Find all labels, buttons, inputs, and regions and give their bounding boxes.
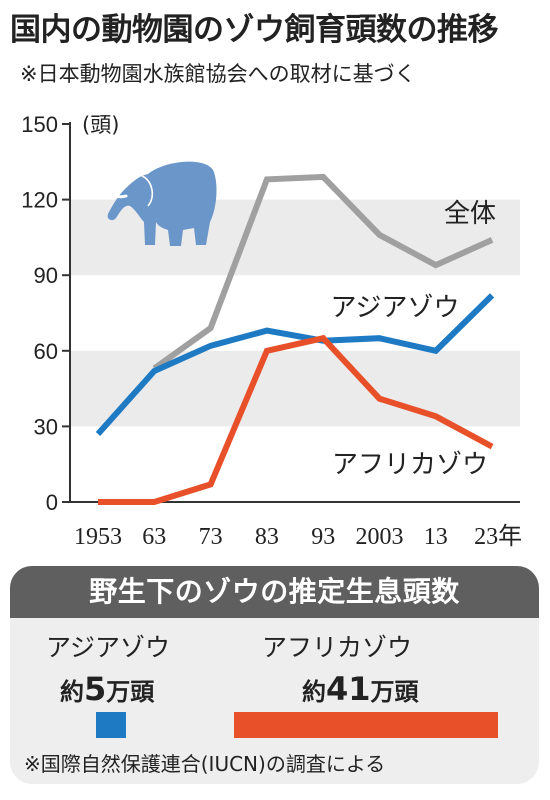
y-tick-label: 120	[21, 188, 58, 213]
y-tick-label: 30	[34, 414, 58, 439]
wild-panel-source-note: ※国際自然保護連合(IUCN)の調査による	[24, 752, 386, 776]
line-chart: 0 30 60 90 120 150 (頭) 1953 63 73 83 93 2003 13 23年 全体…	[21, 112, 522, 550]
elephant-icon	[104, 161, 217, 246]
series-line-asian	[95, 293, 495, 436]
african-elephant-value: 約41万頭	[302, 670, 419, 708]
asian-elephant-swatch	[96, 712, 126, 738]
asian-value-prefix: 約	[60, 678, 84, 706]
series-lines	[95, 173, 495, 505]
african-elephant-swatch	[234, 712, 498, 738]
asian-elephant-value: 約5万頭	[60, 670, 154, 708]
y-tick-label: 150	[21, 112, 58, 137]
x-tick-label: 13	[424, 524, 448, 550]
asian-elephant-label: アジアゾウ	[46, 633, 171, 662]
series-line-total	[152, 173, 494, 371]
wild-population-panel: 野生下のゾウの推定生息頭数 アジアゾウ 約5万頭 アフリカゾウ 約41万頭 ※国…	[10, 566, 539, 784]
y-tick-label: 60	[34, 339, 58, 364]
series-label-asian: アジアゾウ	[331, 293, 460, 323]
chart-subtitle: ※日本動物園水族館協会への取材に基づく	[20, 62, 416, 86]
series-label-total: 全体	[444, 199, 496, 229]
x-tick-label: 1953	[74, 524, 122, 550]
wild-panel-heading: 野生下のゾウの推定生息頭数	[10, 566, 539, 618]
african-value-number: 41	[326, 670, 371, 708]
african-elephant-label: アフリカゾウ	[262, 633, 413, 662]
series-line-african	[98, 334, 494, 505]
tick-labels: 0 30 60 90 120 150 (頭) 1953 63 73 83 93 2003 13 23年	[21, 112, 522, 550]
chart-title: 国内の動物園のゾウ飼育頭数の推移	[10, 12, 499, 48]
y-tick-label: 0	[46, 490, 58, 515]
x-tick-label: 2003	[356, 524, 404, 550]
x-tick-label: 63	[142, 524, 166, 550]
grid-band	[70, 350, 520, 427]
y-tick-label: 90	[34, 263, 58, 288]
x-tick-label: 93	[311, 524, 335, 550]
x-tick-label: 73	[199, 524, 223, 550]
african-value-unit: 万頭	[370, 678, 419, 706]
asian-value-number: 5	[84, 670, 107, 708]
african-value-prefix: 約	[302, 678, 326, 706]
asian-value-unit: 万頭	[106, 678, 155, 706]
series-label-african: アフリカゾウ	[332, 450, 488, 480]
x-tick-label: 83	[255, 524, 279, 550]
x-tick-label: 23年	[474, 523, 522, 550]
y-axis-unit: (頭)	[82, 113, 119, 137]
